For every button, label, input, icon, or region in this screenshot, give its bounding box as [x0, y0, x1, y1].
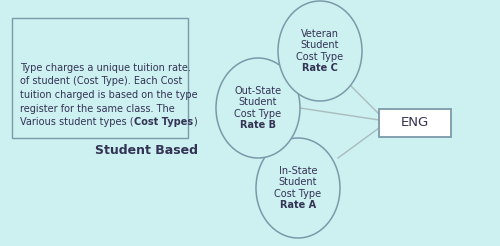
Text: Cost Types: Cost Types [134, 117, 193, 127]
Text: Rate B: Rate B [240, 120, 276, 130]
FancyBboxPatch shape [379, 109, 451, 137]
Text: Student: Student [239, 97, 277, 107]
Text: Student Based: Student Based [95, 144, 198, 157]
Ellipse shape [216, 58, 300, 158]
Text: In-State: In-State [279, 166, 318, 176]
Text: ): ) [193, 117, 196, 127]
Text: Cost Type: Cost Type [274, 189, 322, 199]
Text: ENG: ENG [401, 117, 429, 129]
Text: register for the same class. The: register for the same class. The [20, 104, 175, 113]
Text: Student: Student [279, 177, 318, 187]
Text: Type charges a unique tuition rate.: Type charges a unique tuition rate. [20, 63, 191, 73]
FancyBboxPatch shape [12, 18, 188, 138]
Ellipse shape [256, 138, 340, 238]
Text: Student: Student [301, 40, 339, 50]
Text: tuition charged is based on the type: tuition charged is based on the type [20, 90, 198, 100]
Text: Various student types (: Various student types ( [20, 117, 134, 127]
Text: Rate C: Rate C [302, 63, 338, 73]
Text: of student (Cost Type). Each Cost: of student (Cost Type). Each Cost [20, 77, 182, 87]
Text: Out-State: Out-State [234, 86, 282, 96]
Text: Rate A: Rate A [280, 200, 316, 210]
Text: Cost Type: Cost Type [296, 52, 344, 62]
Text: Veteran: Veteran [301, 29, 339, 39]
Text: Cost Type: Cost Type [234, 109, 282, 119]
Ellipse shape [278, 1, 362, 101]
